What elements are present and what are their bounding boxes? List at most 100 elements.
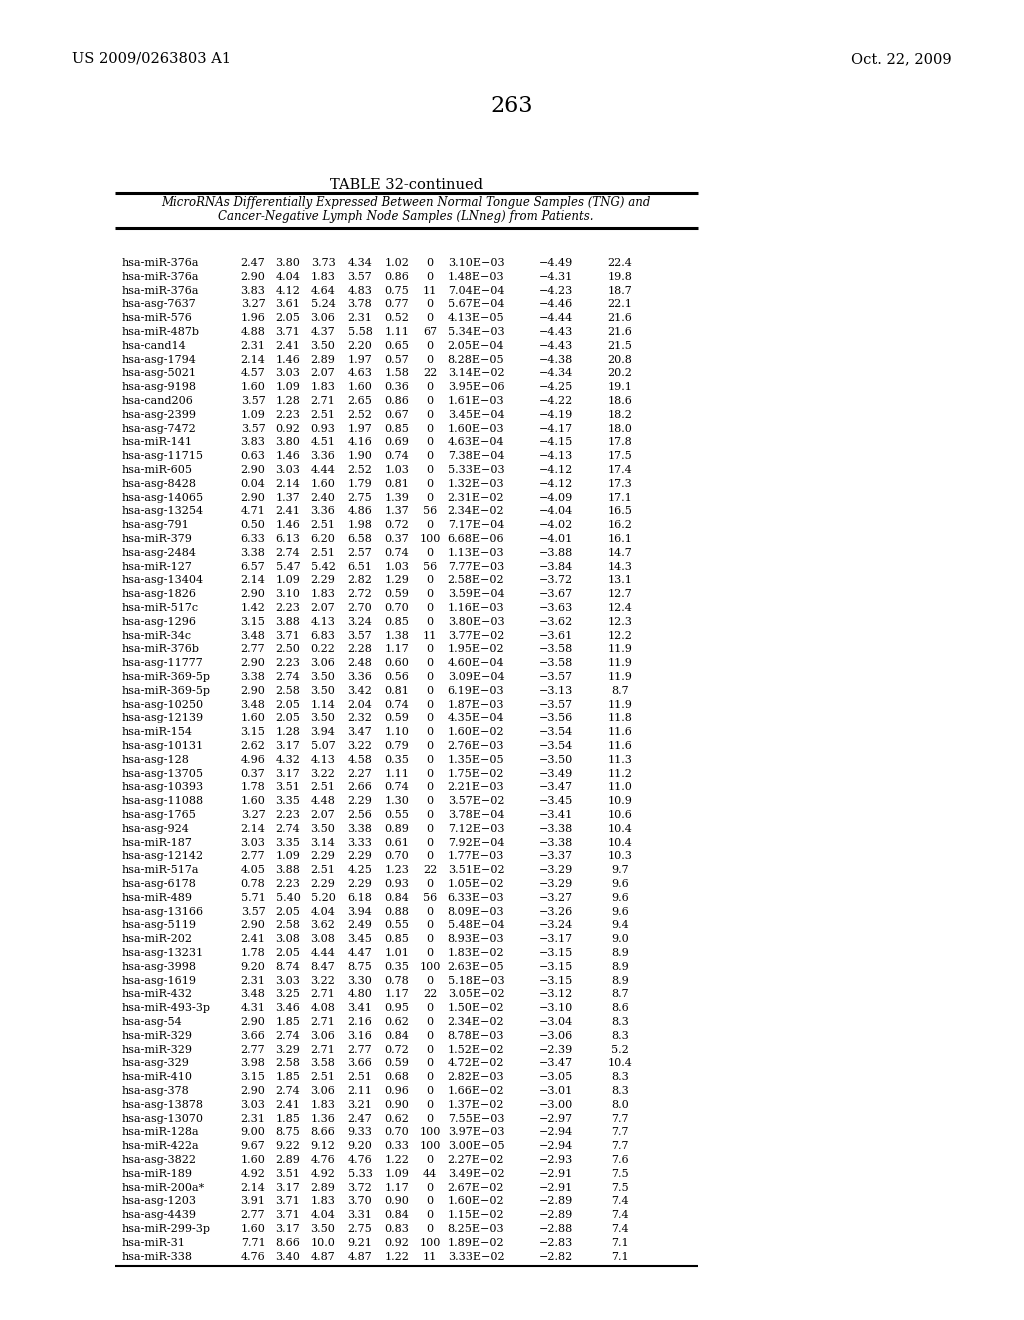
Text: 3.57E−02: 3.57E−02: [447, 796, 504, 807]
Text: 100: 100: [419, 1142, 440, 1151]
Text: 0.50: 0.50: [241, 520, 265, 531]
Text: 5.67E−04: 5.67E−04: [447, 300, 504, 309]
Text: 2.77: 2.77: [241, 644, 265, 655]
Text: 3.61: 3.61: [275, 300, 300, 309]
Text: 8.9: 8.9: [611, 962, 629, 972]
Text: 3.98: 3.98: [241, 1059, 265, 1068]
Text: 0: 0: [426, 1072, 433, 1082]
Text: 12.2: 12.2: [607, 631, 633, 640]
Text: hsa-asg-13231: hsa-asg-13231: [122, 948, 204, 958]
Text: 3.51: 3.51: [275, 1168, 300, 1179]
Text: 2.29: 2.29: [347, 851, 373, 862]
Text: 17.3: 17.3: [607, 479, 633, 488]
Text: 0.67: 0.67: [385, 409, 410, 420]
Text: hsa-miR-576: hsa-miR-576: [122, 313, 193, 323]
Text: 3.50: 3.50: [310, 1224, 336, 1234]
Text: 0: 0: [426, 1003, 433, 1014]
Text: 11.9: 11.9: [607, 644, 633, 655]
Text: 3.78: 3.78: [347, 300, 373, 309]
Text: 16.5: 16.5: [607, 507, 633, 516]
Text: 0.93: 0.93: [310, 424, 336, 433]
Text: 2.74: 2.74: [275, 548, 300, 558]
Text: −3.15: −3.15: [539, 975, 573, 986]
Text: 0.37: 0.37: [385, 535, 410, 544]
Text: −4.09: −4.09: [539, 492, 573, 503]
Text: 2.75: 2.75: [347, 492, 373, 503]
Text: hsa-miR-376a: hsa-miR-376a: [122, 285, 200, 296]
Text: 17.5: 17.5: [607, 451, 633, 461]
Text: 0.63: 0.63: [241, 451, 265, 461]
Text: 2.41: 2.41: [275, 1100, 300, 1110]
Text: −3.04: −3.04: [539, 1016, 573, 1027]
Text: 1.28: 1.28: [275, 396, 300, 407]
Text: 3.03: 3.03: [241, 1100, 265, 1110]
Text: 0: 0: [426, 1044, 433, 1055]
Text: 5.07: 5.07: [310, 741, 336, 751]
Text: 0.55: 0.55: [385, 920, 410, 931]
Text: 2.51: 2.51: [310, 409, 336, 420]
Text: 14.7: 14.7: [607, 548, 633, 558]
Text: 0.74: 0.74: [385, 548, 410, 558]
Text: 3.50: 3.50: [310, 686, 336, 696]
Text: 1.38: 1.38: [385, 631, 410, 640]
Text: hsa-asg-1765: hsa-asg-1765: [122, 810, 197, 820]
Text: 4.04: 4.04: [310, 1210, 336, 1220]
Text: 3.31: 3.31: [347, 1210, 373, 1220]
Text: 11.0: 11.0: [607, 783, 633, 792]
Text: hsa-miR-517a: hsa-miR-517a: [122, 865, 200, 875]
Text: 0.78: 0.78: [241, 879, 265, 888]
Text: 2.14: 2.14: [241, 1183, 265, 1192]
Text: 8.3: 8.3: [611, 1016, 629, 1027]
Text: 1.09: 1.09: [275, 851, 300, 862]
Text: 0.35: 0.35: [385, 755, 410, 764]
Text: 3.15: 3.15: [241, 727, 265, 737]
Text: 2.74: 2.74: [275, 1031, 300, 1040]
Text: 3.58: 3.58: [310, 1059, 336, 1068]
Text: hsa-asg-11777: hsa-asg-11777: [122, 659, 204, 668]
Text: 21.6: 21.6: [607, 313, 633, 323]
Text: MicroRNAs Differentially Expressed Between Normal Tongue Samples (TNG) and: MicroRNAs Differentially Expressed Betwe…: [162, 195, 650, 209]
Text: −2.94: −2.94: [539, 1127, 573, 1138]
Text: 7.04E−04: 7.04E−04: [447, 285, 504, 296]
Text: 1.50E−02: 1.50E−02: [447, 1003, 504, 1014]
Text: hsa-asg-8428: hsa-asg-8428: [122, 479, 197, 488]
Text: 1.05E−02: 1.05E−02: [447, 879, 504, 888]
Text: 2.34E−02: 2.34E−02: [447, 507, 504, 516]
Text: 3.66: 3.66: [347, 1059, 373, 1068]
Text: −2.93: −2.93: [539, 1155, 573, 1166]
Text: 7.1: 7.1: [611, 1238, 629, 1247]
Text: 2.58: 2.58: [275, 1059, 300, 1068]
Text: 3.57: 3.57: [347, 631, 373, 640]
Text: 0.70: 0.70: [385, 603, 410, 612]
Text: −2.91: −2.91: [539, 1168, 573, 1179]
Text: 0: 0: [426, 783, 433, 792]
Text: 3.03: 3.03: [275, 465, 300, 475]
Text: 2.11: 2.11: [347, 1086, 373, 1096]
Text: hsa-miR-517c: hsa-miR-517c: [122, 603, 199, 612]
Text: 1.46: 1.46: [275, 355, 300, 364]
Text: 22.4: 22.4: [607, 257, 633, 268]
Text: 2.70: 2.70: [347, 603, 373, 612]
Text: 7.6: 7.6: [611, 1155, 629, 1166]
Text: 0.85: 0.85: [385, 424, 410, 433]
Text: 1.89E−02: 1.89E−02: [447, 1238, 504, 1247]
Text: 3.14E−02: 3.14E−02: [447, 368, 504, 379]
Text: hsa-miR-189: hsa-miR-189: [122, 1168, 193, 1179]
Text: 10.3: 10.3: [607, 851, 633, 862]
Text: 1.42: 1.42: [241, 603, 265, 612]
Text: 0.89: 0.89: [385, 824, 410, 834]
Text: 1.22: 1.22: [385, 1155, 410, 1166]
Text: 2.14: 2.14: [241, 355, 265, 364]
Text: hsa-miR-128a: hsa-miR-128a: [122, 1127, 200, 1138]
Text: 0.70: 0.70: [385, 851, 410, 862]
Text: 22: 22: [423, 990, 437, 999]
Text: 2.31: 2.31: [347, 313, 373, 323]
Text: −4.19: −4.19: [539, 409, 573, 420]
Text: 2.71: 2.71: [310, 1044, 336, 1055]
Text: 3.71: 3.71: [275, 327, 300, 337]
Text: 10.9: 10.9: [607, 796, 633, 807]
Text: 2.31: 2.31: [241, 975, 265, 986]
Text: 7.55E−03: 7.55E−03: [447, 1114, 504, 1123]
Text: 6.20: 6.20: [310, 535, 336, 544]
Text: 6.83: 6.83: [310, 631, 336, 640]
